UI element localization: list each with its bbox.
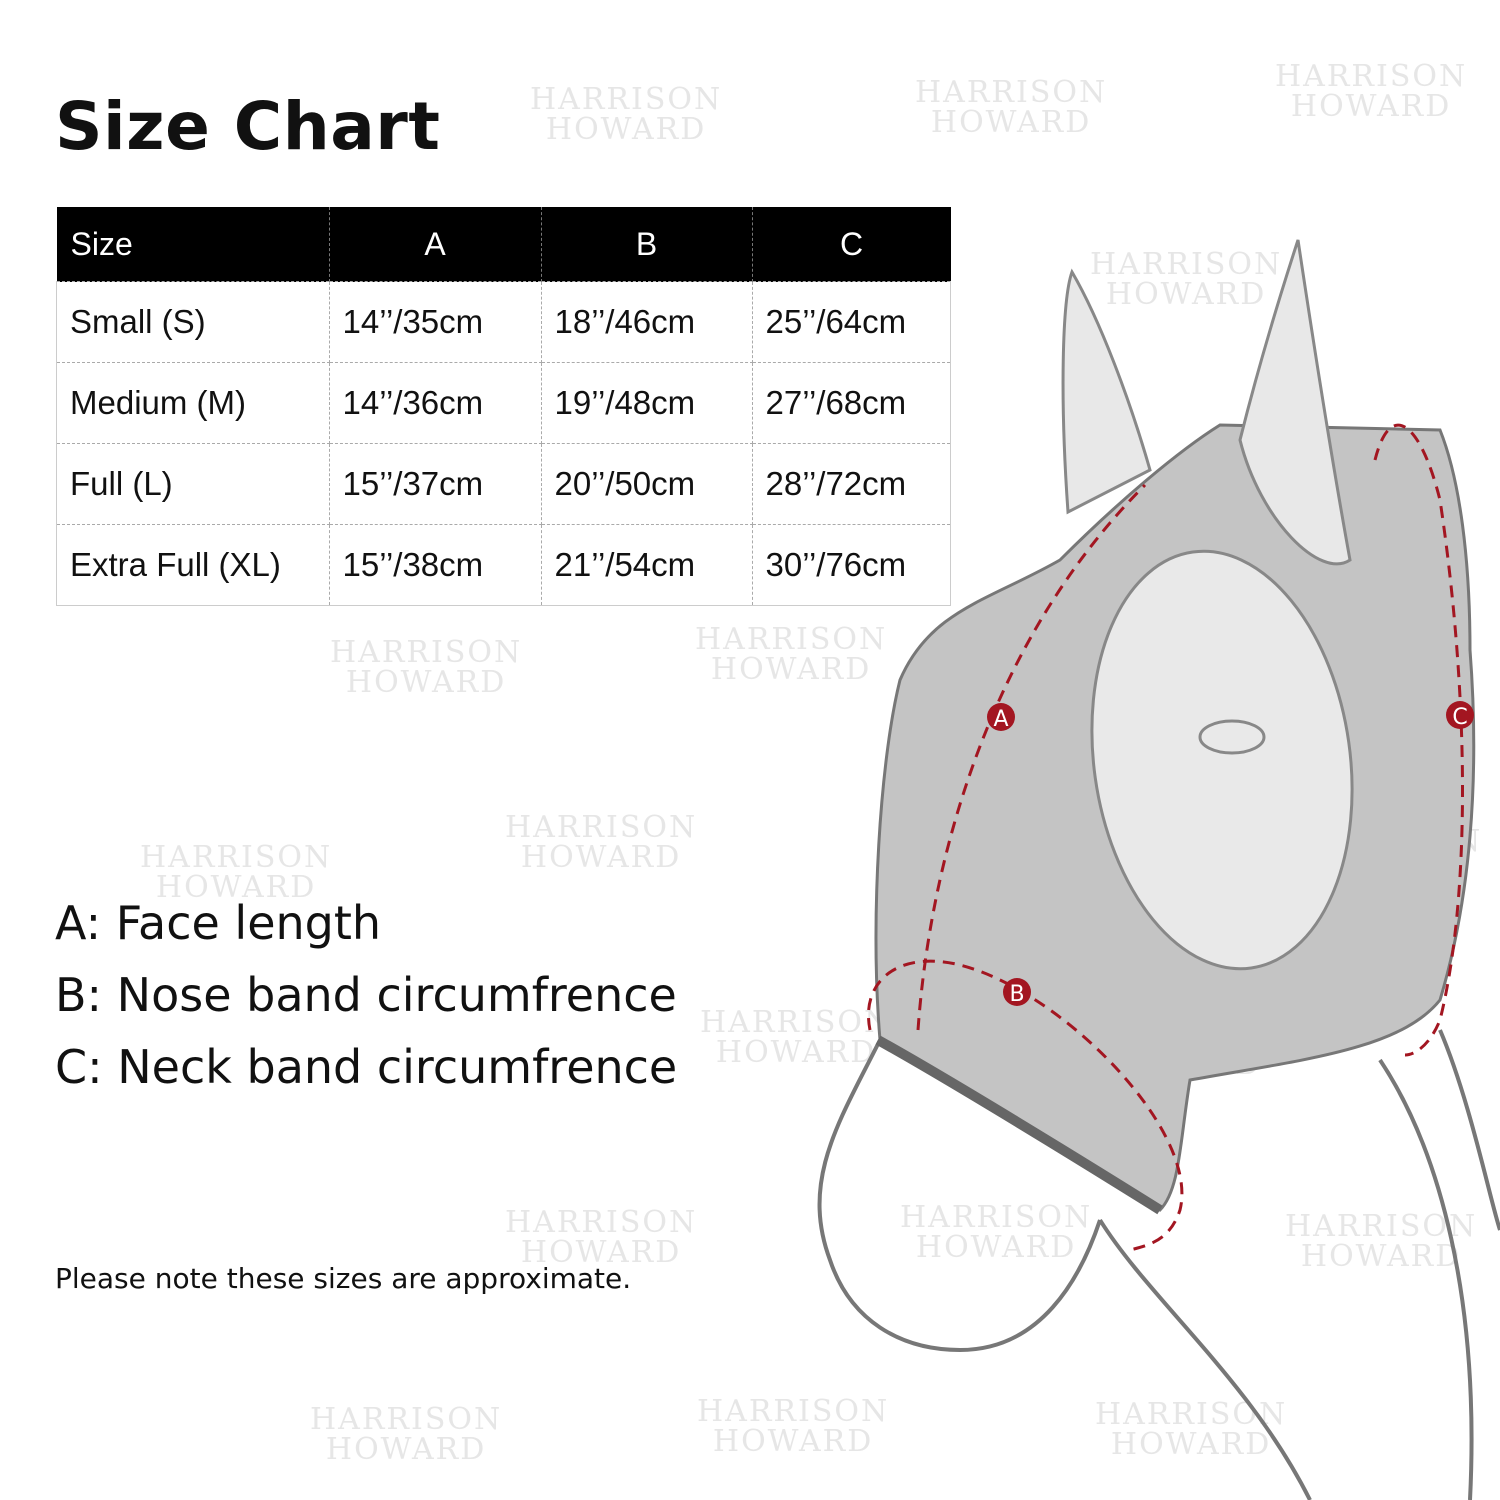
- cell: Small (S): [56, 281, 330, 363]
- left-ear: [1061, 268, 1152, 515]
- label-a-marker: A: [987, 703, 1015, 732]
- svg-text:C: C: [1452, 705, 1467, 730]
- cell: 15’’/37cm: [328, 443, 542, 525]
- table-row: Extra Full (XL) 15’’/38cm 21’’/54cm 30’’…: [56, 524, 951, 606]
- header-c: C: [751, 207, 951, 282]
- cell: Full (L): [56, 443, 330, 525]
- legend-c: C: Neck band circumfrence: [55, 1040, 678, 1094]
- cell: 30’’/76cm: [751, 524, 951, 606]
- page-title: Size Chart: [55, 88, 441, 165]
- label-b-marker: B: [1003, 978, 1031, 1007]
- svg-text:B: B: [1009, 982, 1024, 1007]
- label-c-marker: C: [1446, 701, 1474, 730]
- cell: 27’’/68cm: [751, 362, 951, 444]
- nose-band: [875, 1035, 1163, 1215]
- header-size: Size: [56, 207, 329, 282]
- sizing-note: Please note these sizes are approximate.: [55, 1262, 632, 1295]
- legend-a: A: Face length: [55, 896, 382, 950]
- cell: 14’’/35cm: [328, 281, 542, 363]
- eye-icon: [1198, 719, 1266, 755]
- measure-line-b: [867, 959, 1184, 1252]
- table-header-row: Size A B C: [56, 207, 951, 282]
- cell: 18’’/46cm: [540, 281, 753, 363]
- legend-b: B: Nose band circumfrence: [55, 968, 677, 1022]
- horse-head-outline: [817, 1029, 1500, 1500]
- cell: 14’’/36cm: [328, 362, 542, 444]
- measure-line-a: [916, 483, 1147, 1031]
- eye-opening: [1090, 549, 1354, 971]
- cell: 25’’/64cm: [751, 281, 951, 363]
- cell: Medium (M): [56, 362, 330, 444]
- size-table: Size A B C Small (S) 14’’/35cm 18’’/46cm…: [56, 207, 951, 606]
- cell: 28’’/72cm: [751, 443, 951, 525]
- svg-text:A: A: [993, 707, 1008, 732]
- table-row: Small (S) 14’’/35cm 18’’/46cm 25’’/64cm: [56, 281, 951, 363]
- cell: 15’’/38cm: [328, 524, 542, 606]
- right-ear: [1238, 239, 1352, 566]
- cell: 21’’/54cm: [540, 524, 753, 606]
- header-a: A: [328, 207, 541, 282]
- table-row: Medium (M) 14’’/36cm 19’’/48cm 27’’/68cm: [56, 362, 951, 444]
- cell: 20’’/50cm: [540, 443, 753, 525]
- cell: Extra Full (XL): [56, 524, 330, 606]
- cell: 19’’/48cm: [540, 362, 753, 444]
- header-b: B: [540, 207, 752, 282]
- measure-line-c: [1373, 423, 1464, 1057]
- table-row: Full (L) 15’’/37cm 20’’/50cm 28’’/72cm: [56, 443, 951, 525]
